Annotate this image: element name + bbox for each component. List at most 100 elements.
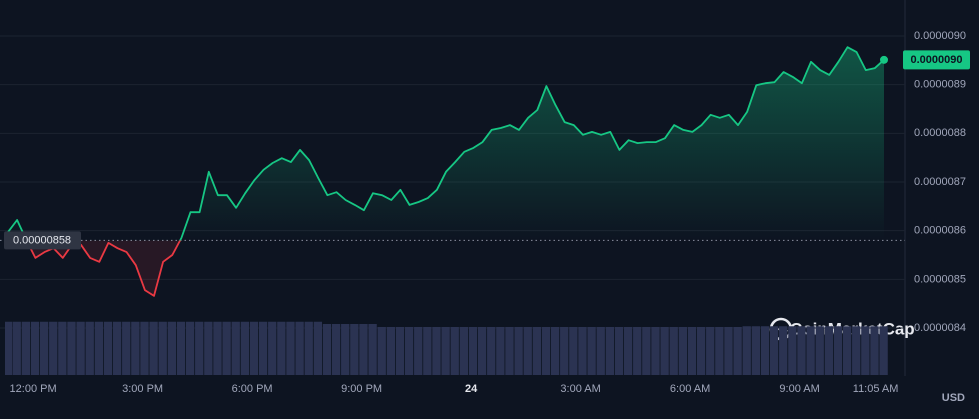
- volume-bar: [779, 326, 788, 375]
- volume-bar: [131, 321, 140, 375]
- volume-bar: [669, 327, 678, 375]
- volume-bar: [122, 321, 131, 375]
- volume-bar: [414, 327, 423, 375]
- x-tick-label: 12:00 PM: [10, 383, 57, 395]
- volume-bar: [870, 326, 879, 375]
- volume-bar: [277, 321, 286, 375]
- volume-bar: [769, 326, 779, 375]
- volume-bar: [441, 327, 450, 375]
- volume-bar: [706, 327, 715, 375]
- volume-bar: [258, 321, 268, 375]
- volume-bar: [67, 321, 76, 375]
- volume-bar: [788, 326, 797, 375]
- price-line: [7, 46, 885, 297]
- volume-bar: [195, 321, 204, 375]
- volume-bar: [76, 321, 85, 375]
- baseline-label: 0.00000858: [13, 234, 71, 246]
- volume-bar: [815, 326, 824, 375]
- volume-bar: [596, 327, 605, 375]
- volume-bar: [687, 327, 697, 375]
- x-tick-label: 3:00 AM: [560, 383, 600, 395]
- volume-bar: [496, 327, 505, 375]
- volume-bar: [5, 321, 13, 375]
- currency-label: USD: [942, 392, 965, 404]
- volume-bar: [696, 327, 706, 375]
- volume-bar: [605, 327, 615, 375]
- volume-bar: [523, 327, 532, 375]
- volume-bar: [21, 321, 31, 375]
- volume-bar: [49, 321, 58, 375]
- volume-bar: [58, 321, 67, 375]
- volume-bar: [569, 327, 578, 375]
- baseline-label-box: [4, 231, 81, 250]
- volume-bar: [578, 327, 587, 375]
- volume-bar: [505, 327, 514, 375]
- x-tick-label: 11:05 AM: [853, 383, 899, 395]
- volume-bar: [833, 326, 843, 375]
- volume-bar: [459, 327, 469, 375]
- volume-bar: [140, 321, 149, 375]
- volume-bar: [742, 326, 751, 375]
- volume-bar: [432, 327, 441, 375]
- x-tick-label: 9:00 PM: [341, 383, 382, 395]
- volume-bar: [541, 327, 551, 375]
- volume-bar: [395, 327, 405, 375]
- volume-bar: [12, 321, 21, 375]
- volume-bar: [450, 327, 459, 375]
- volume-bar: [286, 321, 295, 375]
- x-tick-label: 3:00 PM: [122, 383, 163, 395]
- volume-bar: [158, 321, 167, 375]
- volume-bar: [678, 327, 688, 375]
- volume-bar: [295, 321, 304, 375]
- x-tick-label: 6:00 PM: [232, 383, 273, 395]
- volume-bar: [249, 321, 259, 375]
- volume-bar: [532, 327, 542, 375]
- volume-bar: [377, 327, 386, 375]
- volume-bar: [94, 321, 104, 375]
- volume-bar: [185, 321, 195, 375]
- volume-bar: [760, 326, 770, 375]
- volume-bar: [386, 327, 396, 375]
- volume-bar: [240, 321, 250, 375]
- volume-bar: [477, 327, 487, 375]
- volume-bar: [715, 327, 724, 375]
- volume-bar: [514, 327, 523, 375]
- volume-bar: [368, 324, 377, 375]
- volume-bar: [85, 321, 94, 375]
- volume-bar: [268, 321, 277, 375]
- volume-bar: [879, 326, 888, 375]
- y-tick-label: 0.0000085: [914, 273, 966, 285]
- area-down: [8, 240, 884, 296]
- volume-bar: [213, 321, 222, 375]
- volume-bar: [550, 327, 560, 375]
- x-tick-label: 6:00 AM: [670, 383, 710, 395]
- volume-bar: [30, 321, 40, 375]
- x-tick-label: 24: [465, 383, 478, 395]
- volume-bar: [322, 324, 332, 375]
- volume-bar: [861, 326, 870, 375]
- volume-bar: [724, 327, 733, 375]
- y-tick-label: 0.0000086: [914, 225, 966, 237]
- volume-bar: [587, 327, 596, 375]
- volume-bar: [149, 321, 158, 375]
- x-tick-label: 9:00 AM: [779, 383, 819, 395]
- volume-bar: [112, 321, 122, 375]
- volume-bar: [350, 324, 359, 375]
- volume-bar: [614, 327, 624, 375]
- volume-bar: [468, 327, 478, 375]
- volume-bar: [623, 327, 633, 375]
- volume-bar: [733, 327, 742, 375]
- volume-bar: [633, 327, 642, 375]
- volume-bar: [642, 327, 651, 375]
- volume-bar: [824, 326, 834, 375]
- volume-bar: [560, 327, 569, 375]
- volume-bar: [313, 321, 323, 375]
- y-tick-label: 0.0000088: [914, 127, 966, 139]
- volume-bar: [797, 326, 806, 375]
- volume-bar: [204, 321, 213, 375]
- volume-bar: [487, 327, 496, 375]
- volume-bar: [167, 321, 177, 375]
- volume-bar: [423, 327, 432, 375]
- volume-bar: [806, 326, 815, 375]
- last-price-dot: [880, 55, 888, 64]
